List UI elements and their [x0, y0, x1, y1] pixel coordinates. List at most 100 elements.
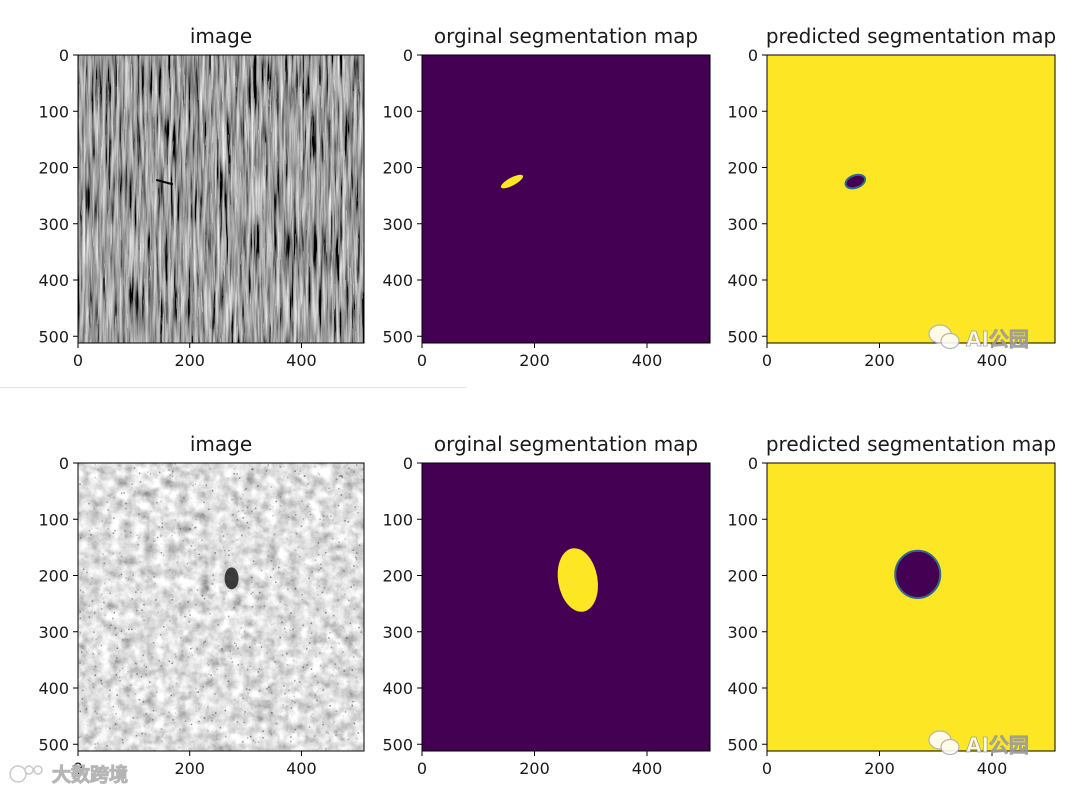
y-tick-label: 300	[38, 623, 69, 642]
subplot-title: image	[190, 24, 252, 48]
y-tick-label: 200	[727, 159, 758, 178]
y-tick-label: 500	[38, 327, 69, 346]
source-logo-icon	[33, 765, 43, 775]
y-tick-label: 100	[38, 102, 69, 121]
axes-frame	[766, 462, 1056, 752]
x-tick-label: 400	[632, 759, 663, 778]
y-tick-label: 0	[403, 454, 413, 473]
watermark-text: AI公园	[966, 327, 1029, 351]
y-tick-label: 0	[748, 454, 758, 473]
x-tick-label: 200	[864, 759, 895, 778]
y-tick-label: 300	[382, 623, 413, 642]
x-tick-label: 400	[632, 351, 663, 370]
y-tick-label: 0	[403, 46, 413, 65]
y-tick-label: 300	[382, 215, 413, 234]
subplot-2: orginal segmentation map 0 100 200 300 400 500…	[382, 24, 711, 370]
x-tick-label: 400	[977, 759, 1008, 778]
y-tick-label: 100	[38, 510, 69, 529]
segmented-region	[500, 174, 524, 189]
x-tick-label: 200	[174, 759, 205, 778]
x-tick-label: 200	[519, 759, 550, 778]
map-background	[767, 463, 1055, 751]
chat-bubble-icon	[940, 738, 960, 756]
y-tick-label: 300	[38, 215, 69, 234]
x-tick-label: 400	[286, 759, 317, 778]
y-tick-label: 100	[382, 510, 413, 529]
y-tick-label: 0	[748, 46, 758, 65]
y-tick-label: 400	[727, 679, 758, 698]
chat-bubble-icon	[940, 332, 960, 350]
y-tick-label: 200	[38, 159, 69, 178]
x-tick-label: 0	[762, 351, 772, 370]
subplot-3: predicted segmentation map 0 100 200 300 400 5…	[727, 24, 1056, 370]
source-text: 大数跨境	[52, 763, 128, 786]
x-tick-label: 0	[762, 759, 772, 778]
subplot-5: orginal segmentation map 0 100 200 300 400 500…	[382, 432, 711, 778]
y-tick-label: 400	[727, 271, 758, 290]
segmented-region	[894, 549, 942, 599]
y-tick-label: 400	[38, 271, 69, 290]
y-tick-label: 200	[727, 567, 758, 586]
y-tick-label: 500	[727, 327, 758, 346]
y-tick-label: 100	[382, 102, 413, 121]
y-tick-label: 500	[38, 735, 69, 754]
subplot-6: predicted segmentation map 0 100 200 300 400 5…	[727, 432, 1056, 778]
watermark-text: AI公园	[966, 733, 1029, 757]
y-tick-label: 500	[727, 735, 758, 754]
subplot-title: predicted segmentation map	[766, 432, 1056, 456]
segmented-region	[557, 548, 598, 612]
defect-mark	[224, 567, 239, 590]
map-background	[422, 463, 710, 751]
defect-mark	[155, 178, 174, 186]
y-tick-label: 300	[727, 623, 758, 642]
x-tick-label: 0	[417, 351, 427, 370]
row-divider	[0, 387, 467, 388]
y-tick-label: 200	[382, 159, 413, 178]
grayscale-image	[78, 463, 364, 751]
axes-frame	[77, 54, 365, 344]
map-background	[767, 55, 1055, 343]
x-tick-label: 400	[977, 351, 1008, 370]
axes-frame	[77, 462, 365, 752]
y-tick-label: 100	[727, 510, 758, 529]
axes-frame	[421, 462, 711, 752]
axes-frame	[421, 54, 711, 344]
subplot-title: orginal segmentation map	[434, 24, 698, 48]
source-logo-icon	[24, 765, 34, 775]
y-tick-label: 500	[382, 735, 413, 754]
subplot-title: image	[190, 432, 252, 456]
x-tick-label: 400	[286, 351, 317, 370]
wechat-watermark: AI公园	[928, 730, 1029, 757]
x-tick-label: 0	[73, 759, 83, 778]
source-watermark: 大数跨境	[9, 763, 128, 786]
axes-frame	[766, 54, 1056, 344]
y-tick-label: 200	[382, 567, 413, 586]
y-tick-label: 400	[382, 271, 413, 290]
source-logo-icon	[9, 765, 27, 783]
wechat-watermark: AI公园	[928, 324, 1029, 351]
image-texture	[78, 55, 364, 343]
y-tick-label: 400	[38, 679, 69, 698]
segmented-region	[844, 173, 867, 190]
image-texture	[78, 463, 364, 751]
y-tick-label: 500	[382, 327, 413, 346]
subplot-title: predicted segmentation map	[766, 24, 1056, 48]
x-tick-label: 0	[73, 351, 83, 370]
subplot-title: orginal segmentation map	[434, 432, 698, 456]
x-tick-label: 200	[864, 351, 895, 370]
y-tick-label: 0	[59, 46, 69, 65]
x-tick-label: 200	[519, 351, 550, 370]
grayscale-image	[78, 55, 364, 343]
x-tick-label: 0	[417, 759, 427, 778]
y-tick-label: 100	[727, 102, 758, 121]
y-tick-label: 200	[38, 567, 69, 586]
y-tick-label: 0	[59, 454, 69, 473]
y-tick-label: 300	[727, 215, 758, 234]
x-tick-label: 200	[174, 351, 205, 370]
y-tick-label: 400	[382, 679, 413, 698]
map-background	[422, 55, 710, 343]
